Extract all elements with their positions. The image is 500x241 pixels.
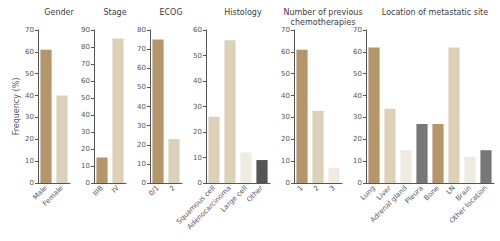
svg-text:Other location: Other location [448, 184, 489, 225]
svg-text:50: 50 [193, 52, 202, 60]
svg-text:Frequency (%): Frequency (%) [12, 78, 21, 136]
svg-text:40: 40 [25, 92, 34, 100]
svg-text:Other: Other [245, 184, 265, 204]
svg-text:60: 60 [353, 48, 362, 56]
svg-text:Liver: Liver [375, 184, 393, 202]
svg-text:70: 70 [281, 26, 290, 34]
svg-text:70: 70 [137, 45, 146, 53]
svg-text:0: 0 [86, 179, 90, 187]
svg-text:Large cell: Large cell [219, 184, 249, 214]
svg-text:20: 20 [193, 128, 202, 136]
svg-text:80: 80 [137, 26, 146, 34]
svg-text:Number of previous: Number of previous [283, 8, 362, 17]
svg-text:10: 10 [81, 162, 90, 170]
svg-text:0/1: 0/1 [147, 184, 161, 198]
svg-text:Brain: Brain [454, 184, 473, 203]
svg-text:IV: IV [110, 184, 121, 195]
svg-text:40: 40 [353, 92, 362, 100]
svg-text:50: 50 [137, 83, 146, 91]
svg-text:80: 80 [81, 43, 90, 51]
svg-text:Pleura: Pleura [404, 184, 425, 205]
svg-text:30: 30 [137, 122, 146, 130]
svg-text:60: 60 [193, 26, 202, 34]
svg-text:2: 2 [312, 184, 321, 193]
svg-text:ECOG: ECOG [159, 8, 182, 17]
svg-text:20: 20 [25, 135, 34, 143]
svg-text:20: 20 [81, 145, 90, 153]
svg-text:10: 10 [353, 157, 362, 165]
svg-text:0: 0 [30, 179, 34, 187]
svg-text:0: 0 [142, 179, 146, 187]
svg-text:30: 30 [281, 113, 290, 121]
svg-text:0: 0 [286, 179, 290, 187]
svg-text:0: 0 [198, 179, 202, 187]
svg-text:70: 70 [353, 26, 362, 34]
svg-text:40: 40 [137, 103, 146, 111]
svg-text:Gender: Gender [44, 8, 74, 17]
svg-text:30: 30 [25, 113, 34, 121]
svg-text:1: 1 [296, 184, 305, 193]
svg-text:50: 50 [281, 70, 290, 78]
svg-text:60: 60 [25, 48, 34, 56]
svg-text:10: 10 [25, 157, 34, 165]
svg-text:3: 3 [328, 184, 337, 193]
svg-text:Lung: Lung [359, 184, 377, 202]
svg-text:30: 30 [81, 128, 90, 136]
svg-text:30: 30 [193, 103, 202, 111]
svg-text:chemotherapies: chemotherapies [291, 18, 356, 27]
svg-text:10: 10 [281, 157, 290, 165]
svg-text:40: 40 [193, 77, 202, 85]
svg-text:60: 60 [137, 64, 146, 72]
svg-text:Female: Female [41, 184, 65, 208]
svg-text:0: 0 [358, 179, 362, 187]
svg-text:Male: Male [31, 184, 49, 202]
svg-text:Location of metastatic site: Location of metastatic site [382, 8, 488, 17]
svg-text:50: 50 [353, 70, 362, 78]
svg-text:60: 60 [281, 48, 290, 56]
svg-text:Squamous cell: Squamous cell [175, 184, 217, 226]
svg-text:40: 40 [281, 92, 290, 100]
svg-text:Bone: Bone [423, 184, 441, 202]
svg-text:20: 20 [353, 135, 362, 143]
svg-text:50: 50 [81, 94, 90, 102]
svg-text:90: 90 [81, 26, 90, 34]
svg-text:Adrenal gland: Adrenal gland [369, 184, 409, 224]
svg-text:10: 10 [137, 160, 146, 168]
svg-text:70: 70 [25, 26, 34, 34]
svg-text:2: 2 [168, 184, 177, 193]
svg-text:40: 40 [81, 111, 90, 119]
svg-text:Stage: Stage [103, 8, 126, 17]
svg-text:Histology: Histology [224, 8, 262, 17]
svg-text:30: 30 [353, 113, 362, 121]
svg-text:20: 20 [137, 141, 146, 149]
svg-text:LN: LN [445, 184, 457, 196]
svg-text:IIIB: IIIB [91, 184, 105, 198]
svg-text:Adenocarcinoma: Adenocarcinoma [185, 184, 233, 232]
svg-text:60: 60 [81, 77, 90, 85]
svg-text:20: 20 [281, 135, 290, 143]
svg-text:70: 70 [81, 60, 90, 68]
svg-text:10: 10 [193, 154, 202, 162]
svg-text:50: 50 [25, 70, 34, 78]
